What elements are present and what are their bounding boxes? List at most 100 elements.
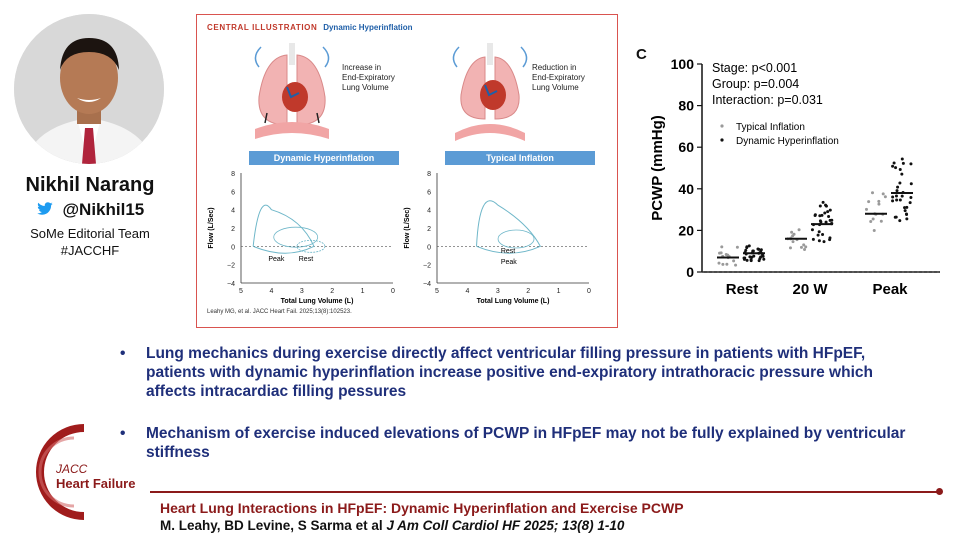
data-point <box>869 219 873 223</box>
x-tick-label: 0 <box>587 288 591 295</box>
x-tick-label: Peak <box>872 281 908 298</box>
loop-label: Peak <box>501 259 517 266</box>
data-point <box>734 263 738 267</box>
x-axis-title: Total Lung Volume (L) <box>281 298 354 305</box>
data-point <box>867 200 871 204</box>
data-point <box>826 210 830 214</box>
x-tick-label: 3 <box>300 288 304 295</box>
data-point <box>818 214 822 218</box>
rest-flow-loop <box>273 226 319 248</box>
x-tick-label: 0 <box>391 288 395 295</box>
data-point <box>756 247 760 251</box>
bullet-item: • Mechanism of exercise induced elevatio… <box>120 424 910 462</box>
legend-label: Typical Inflation <box>736 122 805 133</box>
central-illustration-title: Dynamic Hyperinflation <box>323 23 413 32</box>
logo-jacc-text: JACC <box>56 462 88 476</box>
data-point <box>901 161 905 165</box>
panel-c-label: C <box>636 46 647 63</box>
bullet-dot: • <box>120 425 126 442</box>
data-point <box>752 254 756 258</box>
data-point <box>803 248 807 252</box>
data-point <box>813 213 817 217</box>
y-axis-title: Flow (L/Sec) <box>404 207 411 248</box>
data-point <box>909 182 913 186</box>
presenter-name: Nikhil Narang <box>25 174 155 196</box>
right-flow-chart-title: Typical Inflation <box>445 151 595 165</box>
data-point <box>719 251 723 255</box>
data-point <box>797 228 801 232</box>
data-point <box>819 220 823 224</box>
bullet-text: Lung mechanics during exercise directly … <box>146 345 873 400</box>
data-point <box>811 237 815 241</box>
data-point <box>717 261 721 265</box>
y-tick-label: 80 <box>678 98 694 114</box>
data-point <box>761 253 765 257</box>
y-axis-title: Flow (L/Sec) <box>208 207 215 248</box>
data-point <box>732 259 736 263</box>
left-flow-chart-title: Dynamic Hyperinflation <box>249 151 399 165</box>
flow-volume-chart-left: 8 6 4 2 0 −2 −4 5 4 3 2 1 0 Flow (L/Sec) Total Lung Vo… <box>208 171 395 305</box>
y-tick-label: 60 <box>678 139 694 155</box>
right-lung-caption: Reduction in End-Expiratory Lung Volume <box>532 63 585 92</box>
data-point <box>742 256 746 260</box>
data-point <box>895 198 899 202</box>
y-tick-label: 8 <box>427 171 431 178</box>
data-point <box>821 233 825 237</box>
data-point <box>735 245 739 249</box>
y-tick-label: −2 <box>423 263 431 270</box>
data-point <box>879 219 883 223</box>
x-tick-label: 3 <box>496 288 500 295</box>
x-tick-label: 20 W <box>792 281 828 298</box>
data-point <box>745 246 749 250</box>
data-point <box>898 181 902 185</box>
data-point <box>749 258 753 262</box>
presenter-handle-row[interactable]: @Nikhil15 <box>0 200 180 220</box>
data-point <box>883 195 887 199</box>
y-tick-label: −2 <box>227 263 235 270</box>
data-point <box>909 195 913 199</box>
y-tick-label: 6 <box>231 189 235 196</box>
data-point <box>823 211 827 215</box>
loop-label: Rest <box>299 256 313 263</box>
data-point <box>827 214 831 218</box>
data-point <box>721 262 725 266</box>
data-point <box>817 230 821 234</box>
peak-flow-loop <box>476 200 542 254</box>
stats-label: Stage: p<0.001 <box>712 61 797 75</box>
data-point <box>892 161 896 165</box>
y-tick-label: −4 <box>423 281 431 288</box>
presenter-hashtag: #JACCHF <box>60 243 120 258</box>
data-point <box>900 157 904 161</box>
x-tick-label: 5 <box>239 288 243 295</box>
data-point <box>891 195 895 199</box>
data-point <box>894 194 898 198</box>
stats-label: Group: p=0.004 <box>712 77 799 91</box>
legend-marker <box>720 124 724 128</box>
data-point <box>900 194 904 198</box>
data-point <box>757 259 761 263</box>
bullet-item: • Lung mechanics during exercise directl… <box>120 344 910 401</box>
x-tick-label: 1 <box>557 288 561 295</box>
data-point <box>895 189 899 193</box>
data-point <box>870 191 874 195</box>
data-point <box>816 233 820 237</box>
footer-citation: M. Leahy, BD Levine, S Sarma et al J Am … <box>160 518 624 533</box>
footer-divider-dot <box>936 488 943 495</box>
x-tick-label: 4 <box>465 288 469 295</box>
y-tick-label: 20 <box>678 222 694 238</box>
data-point <box>804 245 808 249</box>
footer-divider <box>150 491 940 493</box>
loop-label: Peak <box>268 256 284 263</box>
end-expiratory-loop <box>296 239 326 253</box>
data-point <box>747 244 751 248</box>
jacc-heart-failure-logo <box>36 424 85 520</box>
data-point <box>864 207 868 211</box>
left-lung-caption: Increase in End-Expiratory Lung Volume <box>342 63 395 92</box>
data-point <box>881 192 885 196</box>
x-tick-label: 4 <box>269 288 273 295</box>
data-point <box>898 198 902 202</box>
data-point <box>790 230 794 234</box>
data-point <box>748 255 752 259</box>
data-point <box>871 217 875 221</box>
data-point <box>788 246 792 250</box>
